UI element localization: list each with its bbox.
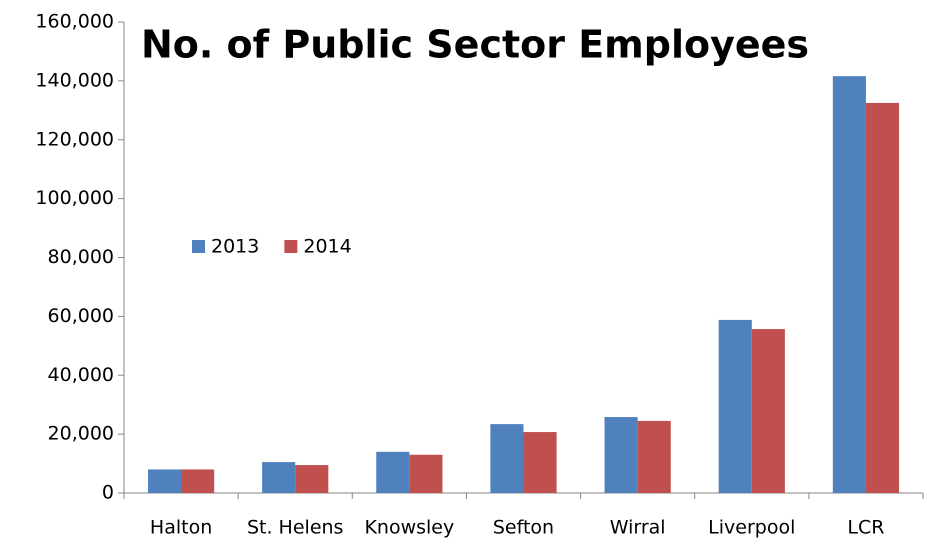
x-tick-label: St. Helens (247, 517, 343, 539)
bar (409, 454, 443, 493)
y-tick-label: 100,000 (35, 187, 114, 209)
x-tick-label: LCR (847, 517, 884, 539)
legend-label: 2014 (303, 236, 351, 258)
bar (262, 462, 296, 493)
x-tick-label: Sefton (493, 517, 554, 539)
y-tick-label: 80,000 (48, 246, 114, 268)
x-tick-label: Halton (150, 517, 212, 539)
y-tick-label: 40,000 (48, 364, 114, 386)
legend-label: 2013 (211, 236, 259, 258)
x-tick-label: Liverpool (708, 517, 795, 539)
bar (147, 469, 182, 493)
bar (523, 432, 557, 493)
y-tick-label: 160,000 (35, 11, 114, 33)
chart-title: No. of Public Sector Employees (141, 23, 809, 67)
y-tick-label: 140,000 (35, 69, 114, 91)
bar (376, 451, 410, 493)
bar (751, 329, 785, 493)
bar (295, 465, 329, 493)
y-tick-label: 0 (102, 482, 114, 504)
legend-swatch (192, 240, 205, 253)
x-tick-label: Wirral (610, 517, 666, 539)
y-tick-label: 20,000 (48, 423, 114, 445)
bar (181, 469, 215, 493)
bar (865, 102, 900, 493)
bar (490, 424, 524, 493)
bar (832, 76, 866, 493)
y-tick-label: 120,000 (35, 128, 114, 150)
bar (637, 420, 671, 493)
legend-swatch (284, 240, 298, 253)
bar (718, 319, 752, 493)
x-tick-label: Knowsley (364, 517, 454, 539)
bar (604, 417, 638, 493)
y-tick-label: 60,000 (48, 305, 114, 327)
